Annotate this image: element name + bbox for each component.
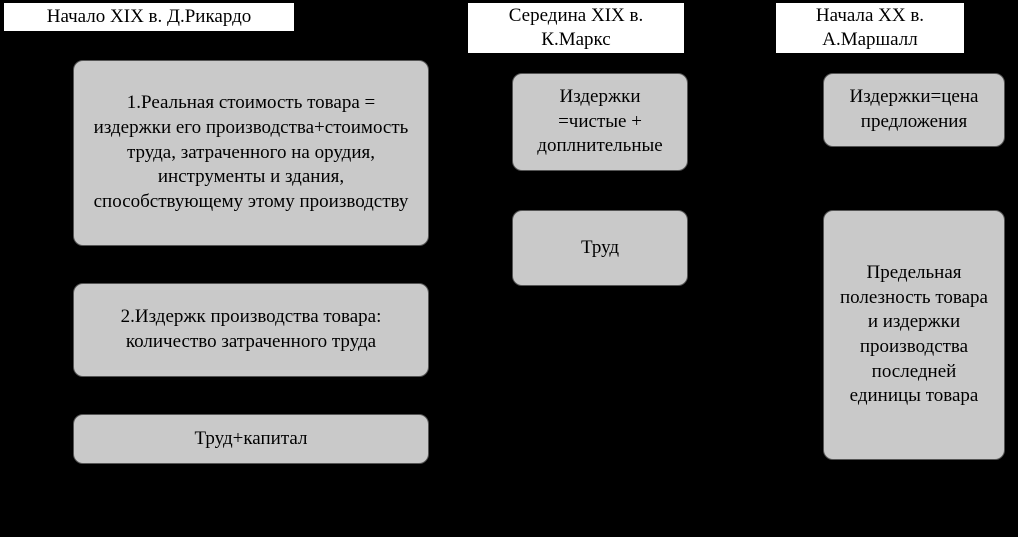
col1-box3-text: Труд+капитал — [195, 427, 308, 452]
col3-header-text: Начала XX в. А.Маршалл — [784, 4, 956, 52]
col3-header: Начала XX в. А.Маршалл — [775, 2, 965, 54]
col3-box1-text: Издержки=цена предложения — [836, 85, 992, 134]
col2-box1: Издержки =чистые + доплнительные — [512, 73, 688, 171]
col3-box2-text: Предельная полезность товара и издержки … — [836, 261, 992, 409]
col2-box1-text: Издержки =чистые + доплнительные — [525, 85, 675, 159]
col2-box2: Труд — [512, 210, 688, 286]
col3-box2: Предельная полезность товара и издержки … — [823, 210, 1005, 460]
col1-header-text: Начало XIX в. Д.Рикардо — [47, 5, 252, 29]
col1-box2-text: 2.Издержк производства товара: количеств… — [86, 305, 416, 354]
col2-header: Середина XIX в. К.Маркс — [467, 2, 685, 54]
col2-box2-text: Труд — [581, 236, 619, 261]
col1-box1-text: 1.Реальная стоимость товара = издержки е… — [86, 91, 416, 214]
col1-box3: Труд+капитал — [73, 414, 429, 464]
col1-box2: 2.Издержк производства товара: количеств… — [73, 283, 429, 377]
col3-box1: Издержки=цена предложения — [823, 73, 1005, 147]
col2-header-text: Середина XIX в. К.Маркс — [476, 4, 676, 52]
col1-header: Начало XIX в. Д.Рикардо — [3, 2, 295, 32]
col1-box1: 1.Реальная стоимость товара = издержки е… — [73, 60, 429, 246]
